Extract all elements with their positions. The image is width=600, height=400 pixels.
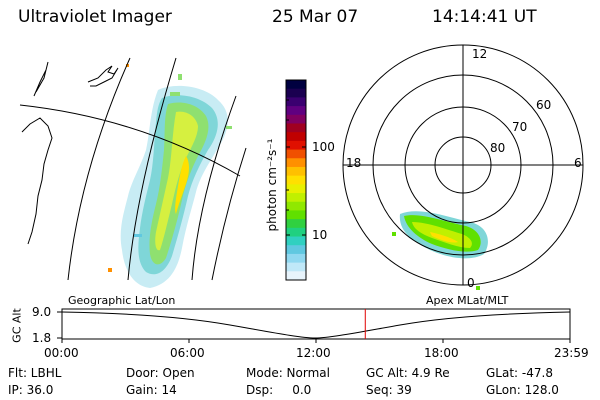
altitude-x-tick-4: 23:59 [554, 346, 589, 360]
colorbar-tick-100: 100 [312, 140, 335, 154]
colorbar-stripe [286, 227, 306, 238]
colorbar-stripe [286, 210, 306, 220]
polar-hour-12: 12 [472, 47, 488, 61]
colorbar-stripe [286, 219, 306, 229]
colorbar-stripe [286, 271, 306, 281]
colorbar-stripe [286, 106, 306, 116]
altitude-y-label: GC Alt [10, 308, 24, 343]
colorbar-stripe [286, 175, 306, 185]
colorbar-stripe [286, 262, 306, 272]
polar-panel [342, 44, 584, 290]
geographic-panel [19, 57, 247, 288]
colorbar-stripe [286, 132, 306, 142]
polar-hour-6: 6 [574, 156, 582, 170]
altitude-x-ticks [57, 311, 571, 343]
colorbar-stripe [286, 149, 306, 159]
info-door: Door: Open [126, 366, 195, 380]
colorbar-tick-10: 10 [312, 228, 328, 242]
coastline [21, 61, 119, 245]
info-dsp: Dsp: 0.0 [246, 383, 312, 397]
colorbar-stripe [286, 166, 306, 177]
colorbar-stripe [286, 201, 306, 211]
time-label: 14:14:41 UT [432, 7, 537, 27]
altitude-plot [57, 308, 571, 343]
altitude-curve [61, 311, 571, 339]
info-flt: Flt: LBHL [8, 366, 62, 380]
colorbar-stripe [286, 253, 306, 264]
colorbar-stripe [286, 184, 306, 194]
polar-panel-label: Apex MLat/MLT [426, 294, 509, 307]
info-mode: Mode: Normal [246, 366, 330, 380]
altitude-x-tick-1: 06:00 [170, 346, 205, 360]
polar-lat-60: 60 [536, 98, 552, 112]
colorbar [285, 79, 307, 281]
altitude-x-tick-3: 18:00 [424, 346, 459, 360]
colorbar-stripe [286, 158, 306, 168]
info-ip: IP: 36.0 [8, 383, 54, 397]
colorbar-stripe [286, 114, 306, 124]
polar-hour-18: 18 [346, 156, 362, 170]
app-title: Ultraviolet Imager [18, 7, 172, 27]
info-seq: Seq: 39 [366, 383, 412, 397]
colorbar-stripe [286, 80, 306, 90]
colorbar-stripe [286, 97, 306, 107]
info-gc-alt: GC Alt: 4.9 Re [366, 366, 450, 380]
geographic-panel-label: Geographic Lat/Lon [68, 294, 176, 307]
altitude-y-tick-1.8: 1.8 [32, 331, 52, 345]
colorbar-stripe [286, 88, 306, 98]
polar-hour-0: 0 [467, 276, 475, 290]
info-gain: Gain: 14 [126, 383, 177, 397]
polar-grid [342, 44, 584, 286]
colorbar-unit-label: photon cm⁻²s⁻¹ [265, 138, 279, 232]
colorbar-stripe [286, 193, 306, 203]
colorbar-stripe [286, 123, 306, 133]
geo-grid [19, 57, 247, 281]
colorbar-stripe [286, 236, 306, 246]
polar-lat-70: 70 [512, 120, 528, 134]
altitude-x-tick-2: 12:00 [296, 346, 331, 360]
info-glat: GLat: -47.8 [486, 366, 553, 380]
geo-aurora-image [108, 64, 232, 288]
date-label: 25 Mar 07 [272, 7, 359, 27]
colorbar-stripe [286, 140, 306, 151]
colorbar-stripe [286, 245, 306, 255]
polar-lat-80: 80 [490, 141, 506, 155]
info-glon: GLon: 128.0 [486, 383, 559, 397]
altitude-y-tick-9: 9.0 [32, 305, 52, 319]
altitude-x-tick-0: 00:00 [44, 346, 79, 360]
